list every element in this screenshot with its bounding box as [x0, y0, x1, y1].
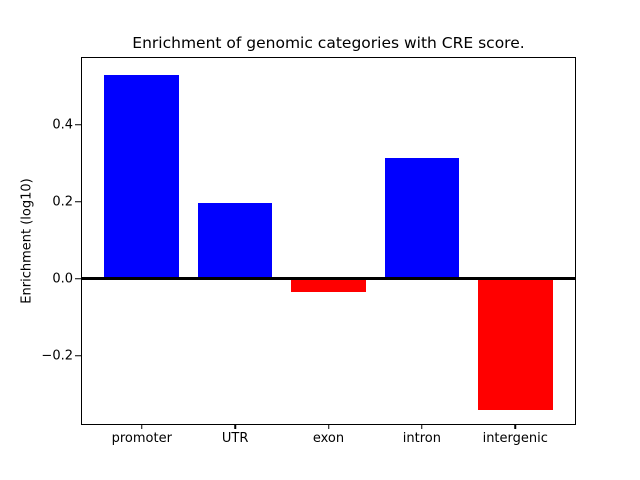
x-tick-mark — [141, 423, 143, 429]
y-tick-label: 0.4 — [52, 117, 73, 133]
y-tick-mark — [75, 355, 81, 357]
x-tick-label: intron — [402, 431, 441, 446]
x-tick-mark — [327, 423, 330, 429]
bar-intergenic — [477, 278, 553, 410]
x-tick-label: exon — [312, 431, 345, 446]
chart-title: Enrichment of genomic categories with CR… — [132, 34, 525, 52]
zero-line — [82, 277, 575, 281]
bar-intron — [384, 158, 460, 279]
x-tick-mark — [234, 423, 236, 429]
x-tick-mark — [421, 423, 423, 429]
y-tick-label: −0.2 — [41, 348, 73, 364]
x-tick-label: promoter — [111, 431, 172, 446]
y-axis-label: Enrichment (log10) — [19, 178, 35, 304]
bar-UTR — [197, 203, 273, 279]
bar-exon — [291, 278, 366, 293]
y-tick-mark — [75, 278, 81, 280]
x-tick-label: UTR — [221, 431, 249, 446]
y-tick-mark — [75, 124, 81, 126]
y-tick-mark — [75, 201, 81, 203]
plot-area: promoter UTR exon intron intergenic 0.4 0.2 0.0… — [41, 57, 576, 446]
y-tick-label: 0.2 — [52, 194, 73, 210]
bar-promoter — [104, 74, 180, 279]
y-tick-label: 0.0 — [52, 271, 73, 287]
x-tick-mark — [514, 423, 516, 429]
x-tick-label: intergenic — [482, 431, 548, 446]
